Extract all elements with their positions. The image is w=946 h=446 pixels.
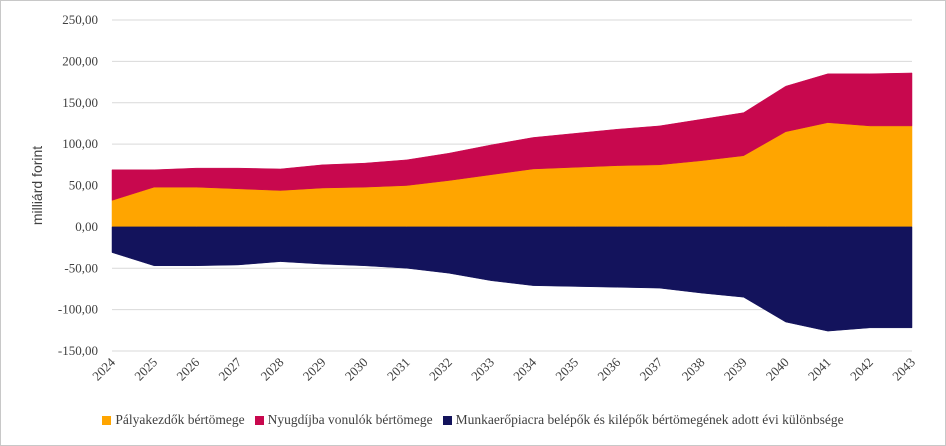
area-nyugdíjba	[111, 72, 913, 201]
legend-item: Pályakezdők bértömege	[102, 412, 245, 428]
x-tick-label: 2036	[594, 354, 623, 383]
y-tick-label: 200,00	[62, 53, 98, 68]
x-tick-label: 2041	[805, 355, 834, 384]
x-tick-label: 2031	[384, 355, 413, 384]
legend-item: Munkaerőpiacra belépők és kilépők bértöm…	[442, 412, 844, 428]
y-tick-label: -50,00	[64, 260, 98, 275]
legend-label: Pályakezdők bértömege	[115, 412, 245, 427]
chart-legend: Pályakezdők bértömege Nyugdíjba vonulók b…	[0, 412, 946, 428]
x-tick-label: 2039	[721, 355, 750, 384]
x-tick-label: 2037	[636, 354, 665, 383]
x-tick-label: 2024	[89, 354, 118, 383]
x-tick-label: 2034	[510, 354, 539, 383]
area-series	[111, 72, 913, 332]
x-tick-label: 2040	[763, 355, 792, 384]
x-tick-label: 2026	[173, 354, 202, 383]
x-tick-label: 2038	[679, 355, 708, 384]
y-tick-label: -150,00	[58, 343, 98, 358]
y-tick-label: -100,00	[58, 302, 98, 317]
legend-label: Nyugdíjba vonulók bértömege	[267, 412, 433, 427]
x-tick-label: 2032	[426, 355, 455, 384]
x-axis-ticks: 2024 2025 2026 2027 2028 2029 2030 2031 2032 2033…	[89, 354, 918, 383]
y-tick-label: 100,00	[62, 136, 98, 151]
x-tick-label: 2043	[889, 355, 918, 384]
x-tick-label: 2035	[552, 355, 581, 384]
legend-swatch	[442, 415, 452, 425]
x-tick-label: 2025	[131, 355, 160, 384]
y-tick-label: 150,00	[62, 95, 98, 110]
x-tick-label: 2033	[468, 355, 497, 384]
x-tick-label: 2027	[215, 354, 244, 383]
y-tick-label: 0,00	[75, 219, 98, 234]
legend-swatch	[102, 415, 112, 425]
x-tick-label: 2030	[342, 355, 371, 384]
legend-label: Munkaerőpiacra belépők és kilépők bértöm…	[455, 412, 844, 427]
y-tick-label: 50,00	[69, 178, 98, 193]
legend-swatch	[254, 415, 264, 425]
y-axis-ticks: -150,00 -100,00 -50,00 0,00 50,00 100,00 150,0…	[58, 12, 98, 358]
x-tick-label: 2028	[258, 355, 287, 384]
legend-item: Nyugdíjba vonulók bértömege	[254, 412, 433, 428]
area-munkaerőpiacra	[111, 226, 913, 332]
y-tick-label: 250,00	[62, 12, 98, 27]
y-axis-label: milliárd forint	[29, 146, 45, 225]
x-tick-label: 2029	[300, 355, 329, 384]
x-tick-label: 2042	[847, 355, 876, 384]
